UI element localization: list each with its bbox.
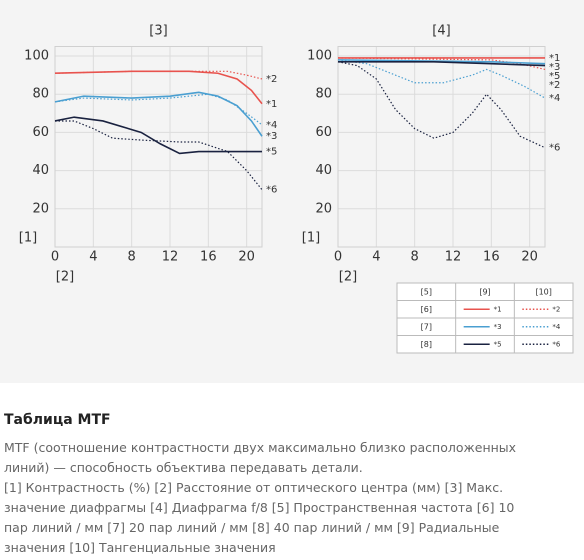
x-axis-label: [2]	[339, 270, 357, 285]
x-tick-label: 8	[128, 250, 136, 265]
table-row-label: [7]	[421, 322, 432, 331]
x-tick-label: 0	[334, 250, 342, 265]
series-label: *4	[549, 93, 560, 104]
series-label: *2	[266, 74, 277, 85]
legend-label: *6	[552, 340, 561, 348]
y-tick-label: 20	[32, 201, 49, 216]
info-title: Таблица MTF	[4, 412, 111, 428]
series-label: *6	[549, 143, 560, 154]
y-tick-label: 20	[315, 201, 332, 216]
y-tick-label: 40	[315, 163, 332, 178]
y-tick-label: 60	[315, 125, 332, 140]
plot-frame	[54, 46, 263, 248]
y-axis-label: [1]	[302, 231, 320, 246]
x-tick-label: 20	[521, 250, 538, 265]
info-text: [1] Контрастность (%) [2] Расстояние от …	[4, 480, 515, 555]
series-label: *4	[266, 120, 277, 131]
legend-label: *4	[552, 323, 561, 331]
legend-label: *1	[494, 305, 502, 313]
y-tick-label: 100	[24, 49, 49, 64]
y-tick-label: 80	[315, 87, 332, 102]
mtf-line	[54, 116, 262, 155]
y-tick-label: 40	[32, 163, 49, 178]
plot-frame	[337, 46, 546, 248]
x-tick-label: 16	[483, 250, 500, 265]
y-tick-label: 80	[32, 87, 49, 102]
mtf-line	[337, 59, 546, 65]
table-row-label: [8]	[421, 340, 432, 349]
info: Таблица MTF MTF (соотношение контрастнос…	[4, 410, 534, 558]
x-tick-label: 8	[411, 250, 419, 265]
series-label: *1	[549, 53, 560, 64]
mtf-line	[54, 93, 263, 126]
mtf-line	[54, 91, 263, 137]
legend-label: *5	[494, 340, 502, 348]
series-label: *3	[266, 131, 277, 142]
info-text: MTF (соотношение контрастности двух макс…	[4, 440, 517, 475]
mtf-line	[338, 60, 546, 67]
x-axis-label: [2]	[56, 270, 74, 285]
series-label: *6	[266, 185, 277, 196]
x-tick-label: 20	[238, 250, 255, 265]
legend-label: *2	[552, 305, 560, 313]
table-row-label: [6]	[421, 305, 432, 314]
chart-title: [4]	[432, 24, 450, 39]
series-label: *5	[266, 147, 277, 158]
mtf-line	[54, 70, 263, 105]
series-label: *5	[549, 71, 560, 82]
mtf-line	[55, 120, 263, 191]
x-tick-label: 12	[162, 250, 179, 265]
y-tick-label: 100	[307, 49, 332, 64]
y-axis-label: [1]	[19, 231, 37, 246]
x-tick-label: 0	[51, 250, 59, 265]
x-tick-label: 4	[372, 250, 380, 265]
chart-title: [3]	[149, 24, 167, 39]
y-tick-label: 60	[32, 125, 49, 140]
mtf-line	[337, 61, 546, 149]
table-header: [9]	[479, 287, 490, 296]
legend-label: *3	[494, 323, 502, 331]
x-tick-label: 12	[445, 250, 462, 265]
table-header: [10]	[535, 287, 551, 296]
x-tick-label: 4	[89, 250, 97, 265]
x-tick-label: 16	[200, 250, 217, 265]
series-label: *1	[266, 99, 277, 110]
table-header: [5]	[421, 287, 432, 296]
mtf-line	[337, 59, 546, 99]
series-label: *2	[549, 80, 560, 91]
series-label: *3	[549, 62, 560, 73]
